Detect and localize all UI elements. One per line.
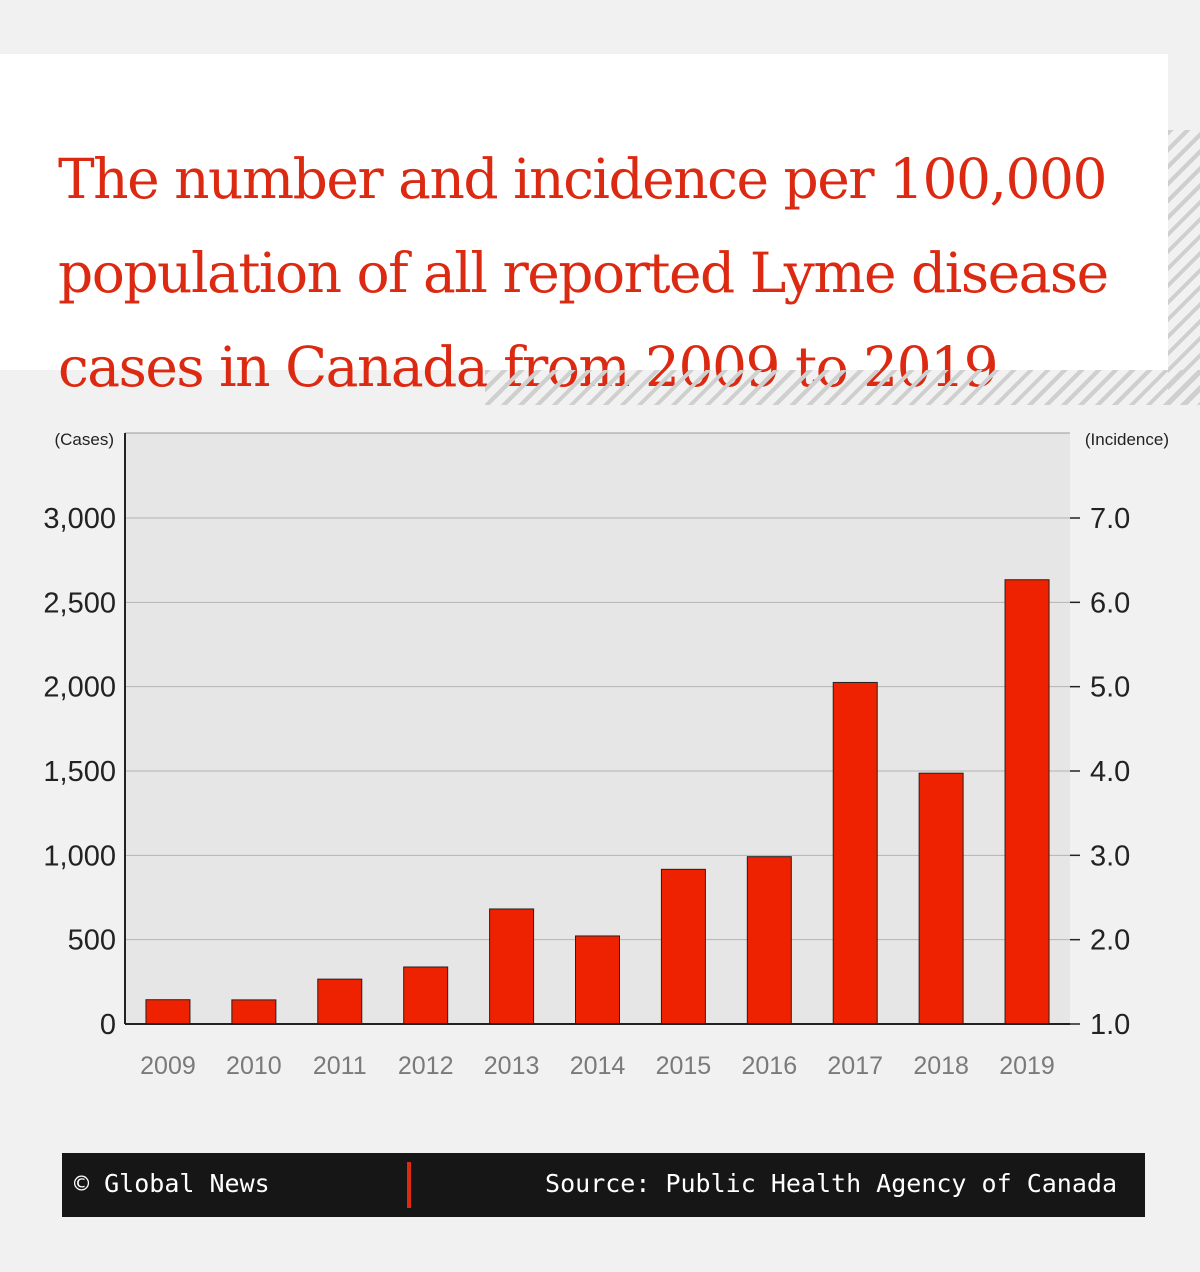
x-tick-label: 2017	[827, 1052, 883, 1080]
decorative-hatch-right	[1168, 130, 1200, 405]
bar	[660, 868, 706, 1025]
bar	[231, 999, 277, 1025]
footer-bar: © Global News Source: Public Health Agen…	[62, 1153, 1145, 1217]
y-left-tick-label: 1,500	[43, 756, 116, 788]
y-left-tick-label: 2,500	[43, 587, 116, 619]
bar	[403, 966, 449, 1025]
y-left-tick-label: 0	[100, 1009, 116, 1041]
x-tick-label: 2011	[313, 1052, 367, 1080]
copyright-icon: ©	[74, 1169, 90, 1198]
bar	[746, 856, 792, 1025]
y-left-tick-label: 500	[68, 925, 116, 957]
bar	[832, 681, 878, 1025]
y-left-tick-label: 3,000	[43, 503, 116, 535]
y-left-axis-label: (Cases)	[54, 430, 114, 449]
bar	[575, 935, 620, 1025]
x-tick-label: 2013	[484, 1052, 540, 1080]
y-right-tick-label: 6.0	[1090, 587, 1130, 619]
footer-source: Source: Public Health Agency of Canada	[545, 1169, 1117, 1198]
bar	[317, 978, 363, 1025]
plot-area	[125, 433, 1070, 1024]
x-tick-label: 2019	[999, 1052, 1055, 1080]
x-tick-label: 2012	[398, 1052, 454, 1080]
x-tick-label: 2015	[656, 1052, 712, 1080]
bar	[918, 772, 964, 1025]
bar	[1004, 579, 1050, 1025]
bar	[145, 999, 191, 1025]
footer-credit: © Global News	[74, 1169, 270, 1198]
x-tick-label: 2018	[913, 1052, 969, 1080]
y-right-tick-label: 4.0	[1090, 756, 1130, 788]
y-right-tick-label: 3.0	[1090, 840, 1130, 872]
y-right-tick-label: 7.0	[1090, 503, 1130, 535]
footer-divider	[407, 1162, 411, 1208]
x-tick-label: 2014	[570, 1052, 626, 1080]
decorative-hatch-bottom	[485, 370, 1200, 405]
chart-title: The number and incidence per 100,000 pop…	[58, 147, 1109, 399]
y-left-tick-label: 1,000	[43, 840, 116, 872]
bar-chart: 0 500 1,000 1,500 2,000 2,500 3,000 1.0 2.0 3.0 4.…	[43, 430, 1169, 1080]
bar	[489, 908, 535, 1025]
x-tick-label: 2010	[226, 1052, 282, 1080]
x-tick-label: 2016	[742, 1052, 798, 1080]
y-right-tick-label: 5.0	[1090, 672, 1130, 704]
x-tick-label: 2009	[140, 1052, 196, 1080]
y-right-tick-label: 2.0	[1090, 925, 1130, 957]
footer-brand: Global News	[104, 1169, 270, 1198]
y-right-tick-label: 1.0	[1090, 1009, 1130, 1041]
title-panel: The number and incidence per 100,000 pop…	[0, 54, 1168, 399]
y-left-tick-label: 2,000	[43, 672, 116, 704]
y-right-axis-label: (Incidence)	[1085, 430, 1169, 449]
